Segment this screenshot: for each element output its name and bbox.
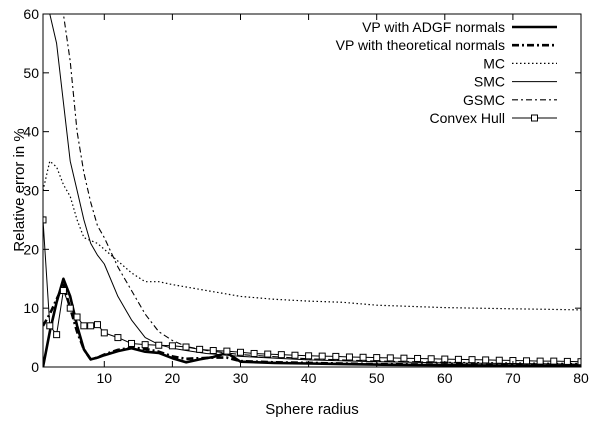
series-marker bbox=[141, 341, 149, 349]
legend-label: SMC bbox=[474, 74, 505, 90]
series-marker bbox=[468, 356, 476, 364]
series-3 bbox=[43, 160, 581, 311]
series-marker bbox=[427, 355, 435, 363]
series-marker bbox=[182, 343, 190, 351]
series-marker bbox=[100, 329, 108, 337]
legend-entry-5: GSMC bbox=[463, 92, 557, 108]
series-line bbox=[43, 14, 581, 365]
series-marker bbox=[196, 345, 204, 353]
series-line bbox=[43, 160, 581, 311]
series-marker bbox=[53, 331, 61, 339]
y-tick-label: 30 bbox=[23, 183, 39, 199]
series-layer bbox=[43, 14, 581, 367]
series-marker bbox=[236, 348, 244, 356]
series-marker bbox=[359, 353, 367, 361]
legend-label: VP with ADGF normals bbox=[362, 19, 505, 35]
x-tick-label: 10 bbox=[97, 370, 113, 386]
legend-label: GSMC bbox=[463, 92, 505, 108]
x-tick-label: 80 bbox=[573, 370, 589, 386]
x-tick-label: 50 bbox=[369, 370, 385, 386]
x-tick-label: 60 bbox=[437, 370, 453, 386]
y-axis-label: Relative error in % bbox=[11, 128, 28, 251]
series-marker bbox=[43, 216, 47, 224]
series-marker bbox=[73, 313, 81, 321]
series-marker bbox=[46, 322, 54, 330]
legend-entry-2: VP with theoretical normals bbox=[336, 37, 557, 53]
series-marker bbox=[577, 358, 581, 366]
series-marker bbox=[264, 350, 272, 358]
y-tick-label: 0 bbox=[31, 359, 39, 375]
legend-entry-3: MC bbox=[483, 55, 557, 71]
series-marker bbox=[386, 354, 394, 362]
series-marker bbox=[523, 357, 531, 365]
x-tick-label: 40 bbox=[301, 370, 317, 386]
series-marker bbox=[66, 304, 74, 312]
y-tick-label: 60 bbox=[23, 6, 39, 22]
series-marker bbox=[93, 321, 101, 329]
x-tick-label: 20 bbox=[165, 370, 181, 386]
series-marker bbox=[495, 356, 503, 364]
y-tick-label: 50 bbox=[23, 65, 39, 81]
series-marker bbox=[414, 354, 422, 362]
legend-entry-4: SMC bbox=[474, 74, 557, 90]
series-marker bbox=[305, 352, 313, 360]
series-line bbox=[43, 283, 581, 367]
series-marker bbox=[87, 322, 95, 330]
series-marker bbox=[223, 347, 231, 355]
y-tick-label: 40 bbox=[23, 124, 39, 140]
axes-layer: 10 20 30 40 50 60 70 80 0 10 20 30 40 50 60 bbox=[23, 6, 589, 386]
series-marker bbox=[155, 341, 163, 349]
legend-entry-6: Convex Hull bbox=[430, 110, 557, 126]
legend-marker bbox=[531, 114, 538, 122]
legend-entry-1: VP with ADGF normals bbox=[362, 19, 557, 35]
legend: VP with ADGF normals VP with theoretical … bbox=[336, 19, 557, 126]
y-tick-label: 10 bbox=[23, 300, 39, 316]
x-axis-label: Sphere radius bbox=[265, 401, 358, 418]
y-tick-label: 20 bbox=[23, 241, 39, 257]
series-6 bbox=[43, 216, 581, 366]
series-marker bbox=[373, 354, 381, 362]
series-marker bbox=[536, 357, 544, 365]
series-marker bbox=[114, 334, 122, 342]
series-marker bbox=[80, 322, 88, 330]
series-marker bbox=[345, 353, 353, 361]
series-marker bbox=[59, 287, 67, 295]
series-marker bbox=[563, 357, 571, 365]
series-marker bbox=[454, 355, 462, 363]
series-marker bbox=[550, 357, 558, 365]
x-tick-label: 70 bbox=[505, 370, 521, 386]
series-marker bbox=[318, 352, 326, 360]
series-marker bbox=[168, 342, 176, 350]
legend-label: MC bbox=[483, 55, 505, 71]
series-2 bbox=[43, 283, 581, 367]
series-marker bbox=[277, 351, 285, 359]
series-marker bbox=[332, 352, 340, 360]
series-marker bbox=[400, 354, 408, 362]
legend-label: Convex Hull bbox=[430, 110, 505, 126]
x-tick-label: 30 bbox=[233, 370, 249, 386]
series-marker bbox=[250, 349, 258, 357]
legend-label: VP with theoretical normals bbox=[336, 37, 505, 53]
series-marker bbox=[482, 356, 490, 364]
series-marker bbox=[291, 351, 299, 359]
series-line bbox=[43, 14, 581, 365]
series-marker bbox=[209, 347, 217, 355]
series-4 bbox=[43, 14, 581, 365]
series-marker bbox=[128, 339, 136, 347]
series-line bbox=[43, 219, 581, 363]
series-5 bbox=[43, 14, 581, 365]
